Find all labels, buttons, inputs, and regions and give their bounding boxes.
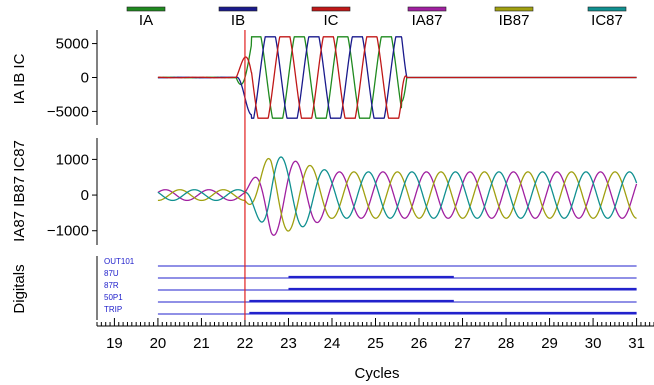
- legend-label-ic87: IC87: [591, 12, 623, 29]
- x-tick-label: 20: [150, 335, 167, 352]
- series-ic: [157, 36, 637, 119]
- y-axis-label: IA IB IC: [11, 53, 28, 104]
- x-axis: 19 20 21 22 23 24 25 26 27 28 29 30 31: [96, 318, 654, 352]
- legend: IA IB IC IA87 IB87 IC87: [126, 6, 627, 29]
- legend-swatch-ic87: [587, 6, 627, 12]
- x-tick-label: 23: [280, 335, 297, 352]
- x-tick-label: 26: [411, 335, 428, 352]
- y-tick-label: 5000: [56, 36, 89, 53]
- legend-swatch-ic: [311, 6, 351, 12]
- digital-label-87u: 87U: [104, 269, 119, 278]
- x-tick-label: 27: [454, 335, 471, 352]
- x-tick-label: 30: [585, 335, 602, 352]
- y-tick-label: −1000: [47, 223, 89, 240]
- x-tick-label: 19: [106, 335, 123, 352]
- x-tick-label: 25: [367, 335, 384, 352]
- legend-label-ia: IA: [139, 12, 153, 29]
- y-tick-label: 0: [81, 70, 89, 87]
- digital-label-trip: TRIP: [104, 305, 122, 314]
- digitals-panel: Digitals OUT101 87U 87R 50P1 TRIP: [11, 256, 637, 320]
- legend-swatch-ib: [218, 6, 258, 12]
- x-tick-label: 31: [628, 335, 645, 352]
- differential-current-panel: IA87 IB87 IC87 1000 0 −1000: [11, 138, 638, 245]
- phase-current-panel: IA IB IC 5000 0 −5000: [11, 30, 637, 125]
- legend-swatch-ia87: [407, 6, 447, 12]
- legend-swatch-ib87: [494, 6, 534, 12]
- x-tick-label: 21: [193, 335, 210, 352]
- y-tick-label: −5000: [47, 103, 89, 120]
- digital-label-out101: OUT101: [104, 257, 135, 266]
- x-tick-label: 24: [324, 335, 341, 352]
- y-tick-label: 0: [81, 187, 89, 204]
- x-tick-label: 28: [498, 335, 515, 352]
- y-axis-label: IA87 IB87 IC87: [11, 140, 28, 242]
- legend-swatch-ia: [126, 6, 166, 12]
- legend-label-ia87: IA87: [412, 12, 443, 29]
- legend-label-ic: IC: [324, 12, 339, 29]
- x-tick-label: 29: [541, 335, 558, 352]
- y-axis-label: Digitals: [11, 264, 28, 313]
- legend-label-ib: IB: [231, 12, 245, 29]
- x-tick-label: 22: [237, 335, 254, 352]
- x-axis-label: Cycles: [354, 365, 399, 382]
- series-ic87: [157, 156, 638, 228]
- digital-label-50p1: 50P1: [104, 293, 123, 302]
- series-ib87: [157, 157, 637, 232]
- digital-label-87r: 87R: [104, 281, 119, 290]
- y-tick-label: 1000: [56, 151, 89, 168]
- legend-label-ib87: IB87: [499, 12, 530, 29]
